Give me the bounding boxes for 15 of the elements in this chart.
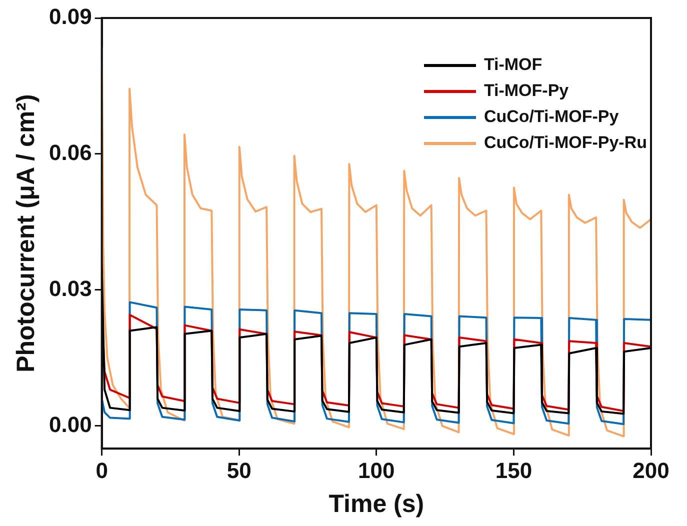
legend-label: CuCo/Ti-MOF-Py [484, 107, 619, 127]
x-tick-label: 100 [358, 458, 395, 483]
legend-label: Ti-MOF-Py [484, 81, 569, 101]
legend-label: CuCo/Ti-MOF-Py-Ru [484, 133, 647, 153]
x-tick-label: 0 [96, 458, 108, 483]
y-tick-label: 0.03 [48, 276, 92, 302]
x-tick-label: 150 [495, 458, 532, 483]
x-axis-title: Time (s) [328, 490, 424, 518]
y-tick-label: 0.09 [48, 4, 92, 30]
y-tick-label: 0.00 [48, 412, 92, 437]
y-axis-title: Photocurrent (μA / cm²) [12, 94, 40, 372]
x-tick-label: 50 [226, 458, 252, 483]
y-tick-label: 0.06 [48, 140, 92, 166]
x-tick-label: 200 [632, 458, 670, 483]
legend-label: Ti-MOF [484, 55, 542, 75]
